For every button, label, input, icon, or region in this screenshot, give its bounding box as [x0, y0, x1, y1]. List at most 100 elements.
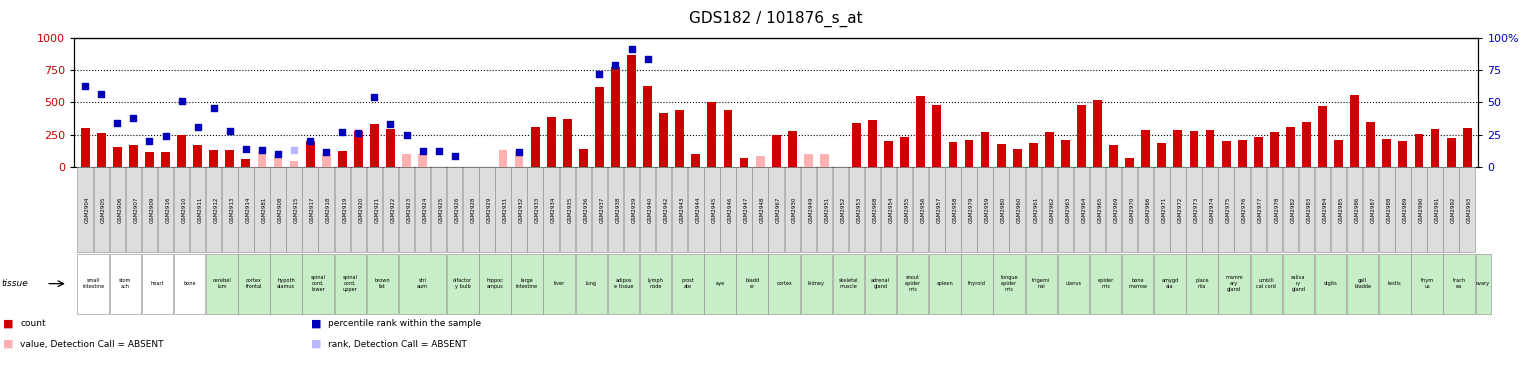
FancyBboxPatch shape: [511, 167, 527, 252]
FancyBboxPatch shape: [1266, 167, 1281, 252]
FancyBboxPatch shape: [109, 167, 125, 252]
Text: adrenal
gland: adrenal gland: [872, 278, 890, 289]
FancyBboxPatch shape: [1380, 254, 1411, 314]
Text: spinal
cord,
lower: spinal cord, lower: [311, 275, 325, 292]
Text: GSM2957: GSM2957: [936, 196, 942, 223]
FancyBboxPatch shape: [286, 167, 302, 252]
Point: [619, 46, 644, 52]
Text: value, Detection Call = ABSENT: value, Detection Call = ABSENT: [20, 340, 163, 348]
Bar: [932, 105, 941, 167]
Bar: [659, 113, 668, 167]
Point: [314, 149, 339, 155]
Text: GDS182 / 101876_s_at: GDS182 / 101876_s_at: [690, 11, 862, 27]
Text: GSM2922: GSM2922: [391, 196, 396, 223]
FancyBboxPatch shape: [1186, 254, 1218, 314]
Text: GSM2965: GSM2965: [1098, 196, 1103, 223]
Text: thym
us: thym us: [1420, 278, 1434, 289]
FancyBboxPatch shape: [1090, 167, 1106, 252]
Text: hippoc
ampus: hippoc ampus: [487, 278, 504, 289]
Text: saliva
ry
gland: saliva ry gland: [1291, 275, 1306, 292]
FancyBboxPatch shape: [302, 254, 334, 314]
FancyBboxPatch shape: [801, 254, 832, 314]
Bar: [1189, 131, 1198, 167]
Text: GSM2905: GSM2905: [102, 196, 106, 223]
FancyBboxPatch shape: [1106, 167, 1121, 252]
Text: GSM2970: GSM2970: [1130, 196, 1135, 223]
Bar: [370, 124, 379, 167]
Bar: [1046, 132, 1053, 167]
Text: GSM2910: GSM2910: [182, 196, 186, 223]
Text: GSM2958: GSM2958: [953, 196, 958, 223]
FancyBboxPatch shape: [978, 167, 993, 252]
Point: [122, 115, 146, 121]
Text: GSM2921: GSM2921: [374, 196, 379, 223]
FancyBboxPatch shape: [608, 254, 639, 314]
Text: GSM2916: GSM2916: [165, 196, 171, 223]
FancyBboxPatch shape: [189, 167, 205, 252]
FancyBboxPatch shape: [1443, 167, 1458, 252]
FancyBboxPatch shape: [784, 167, 799, 252]
Point: [89, 90, 114, 96]
Text: GSM2988: GSM2988: [1388, 196, 1392, 223]
Text: GSM2976: GSM2976: [1243, 196, 1247, 223]
FancyBboxPatch shape: [206, 167, 222, 252]
Text: GSM2945: GSM2945: [711, 196, 718, 223]
Text: GSM2911: GSM2911: [197, 196, 203, 223]
Bar: [1076, 105, 1086, 167]
FancyBboxPatch shape: [1138, 167, 1153, 252]
FancyBboxPatch shape: [367, 254, 399, 314]
Point: [105, 120, 129, 126]
Text: GSM2972: GSM2972: [1178, 196, 1183, 223]
Bar: [562, 119, 571, 167]
FancyBboxPatch shape: [768, 167, 784, 252]
Point: [442, 153, 467, 159]
FancyBboxPatch shape: [1073, 167, 1089, 252]
Text: brown
fat: brown fat: [374, 278, 390, 289]
Bar: [145, 152, 154, 167]
Text: GSM2987: GSM2987: [1371, 196, 1375, 223]
Text: GSM2968: GSM2968: [873, 196, 878, 223]
FancyBboxPatch shape: [479, 254, 511, 314]
Bar: [1221, 141, 1230, 167]
Text: GSM2932: GSM2932: [519, 196, 524, 223]
Text: thyroid: thyroid: [969, 281, 986, 286]
FancyBboxPatch shape: [704, 167, 719, 252]
Bar: [1351, 96, 1360, 167]
Text: GSM2992: GSM2992: [1451, 196, 1457, 223]
Text: bone: bone: [183, 281, 196, 286]
Text: GSM2925: GSM2925: [439, 196, 444, 223]
Text: large
intestine: large intestine: [516, 278, 537, 289]
Bar: [419, 154, 427, 167]
Text: GSM2981: GSM2981: [262, 196, 266, 223]
Text: GSM2908: GSM2908: [279, 196, 283, 223]
FancyBboxPatch shape: [576, 167, 591, 252]
Text: small
intestine: small intestine: [82, 278, 105, 289]
Point: [427, 148, 451, 154]
FancyBboxPatch shape: [704, 254, 736, 314]
FancyBboxPatch shape: [271, 167, 286, 252]
Point: [249, 147, 274, 153]
FancyBboxPatch shape: [688, 167, 704, 252]
FancyBboxPatch shape: [1235, 167, 1250, 252]
Bar: [97, 133, 106, 167]
Bar: [290, 161, 299, 167]
Point: [636, 56, 661, 62]
FancyBboxPatch shape: [142, 254, 172, 314]
FancyBboxPatch shape: [399, 254, 447, 314]
Text: GSM2924: GSM2924: [422, 196, 428, 223]
Bar: [724, 110, 733, 167]
FancyBboxPatch shape: [1153, 167, 1169, 252]
Bar: [1366, 122, 1375, 167]
Bar: [1334, 139, 1343, 167]
Bar: [514, 151, 524, 167]
FancyBboxPatch shape: [1315, 167, 1331, 252]
Bar: [964, 140, 973, 167]
Text: lung: lung: [585, 281, 598, 286]
FancyBboxPatch shape: [929, 254, 961, 314]
Bar: [1061, 139, 1070, 167]
FancyBboxPatch shape: [736, 254, 768, 314]
Text: GSM2936: GSM2936: [584, 196, 588, 223]
Point: [217, 128, 242, 134]
FancyBboxPatch shape: [174, 167, 189, 252]
FancyBboxPatch shape: [1250, 167, 1266, 252]
